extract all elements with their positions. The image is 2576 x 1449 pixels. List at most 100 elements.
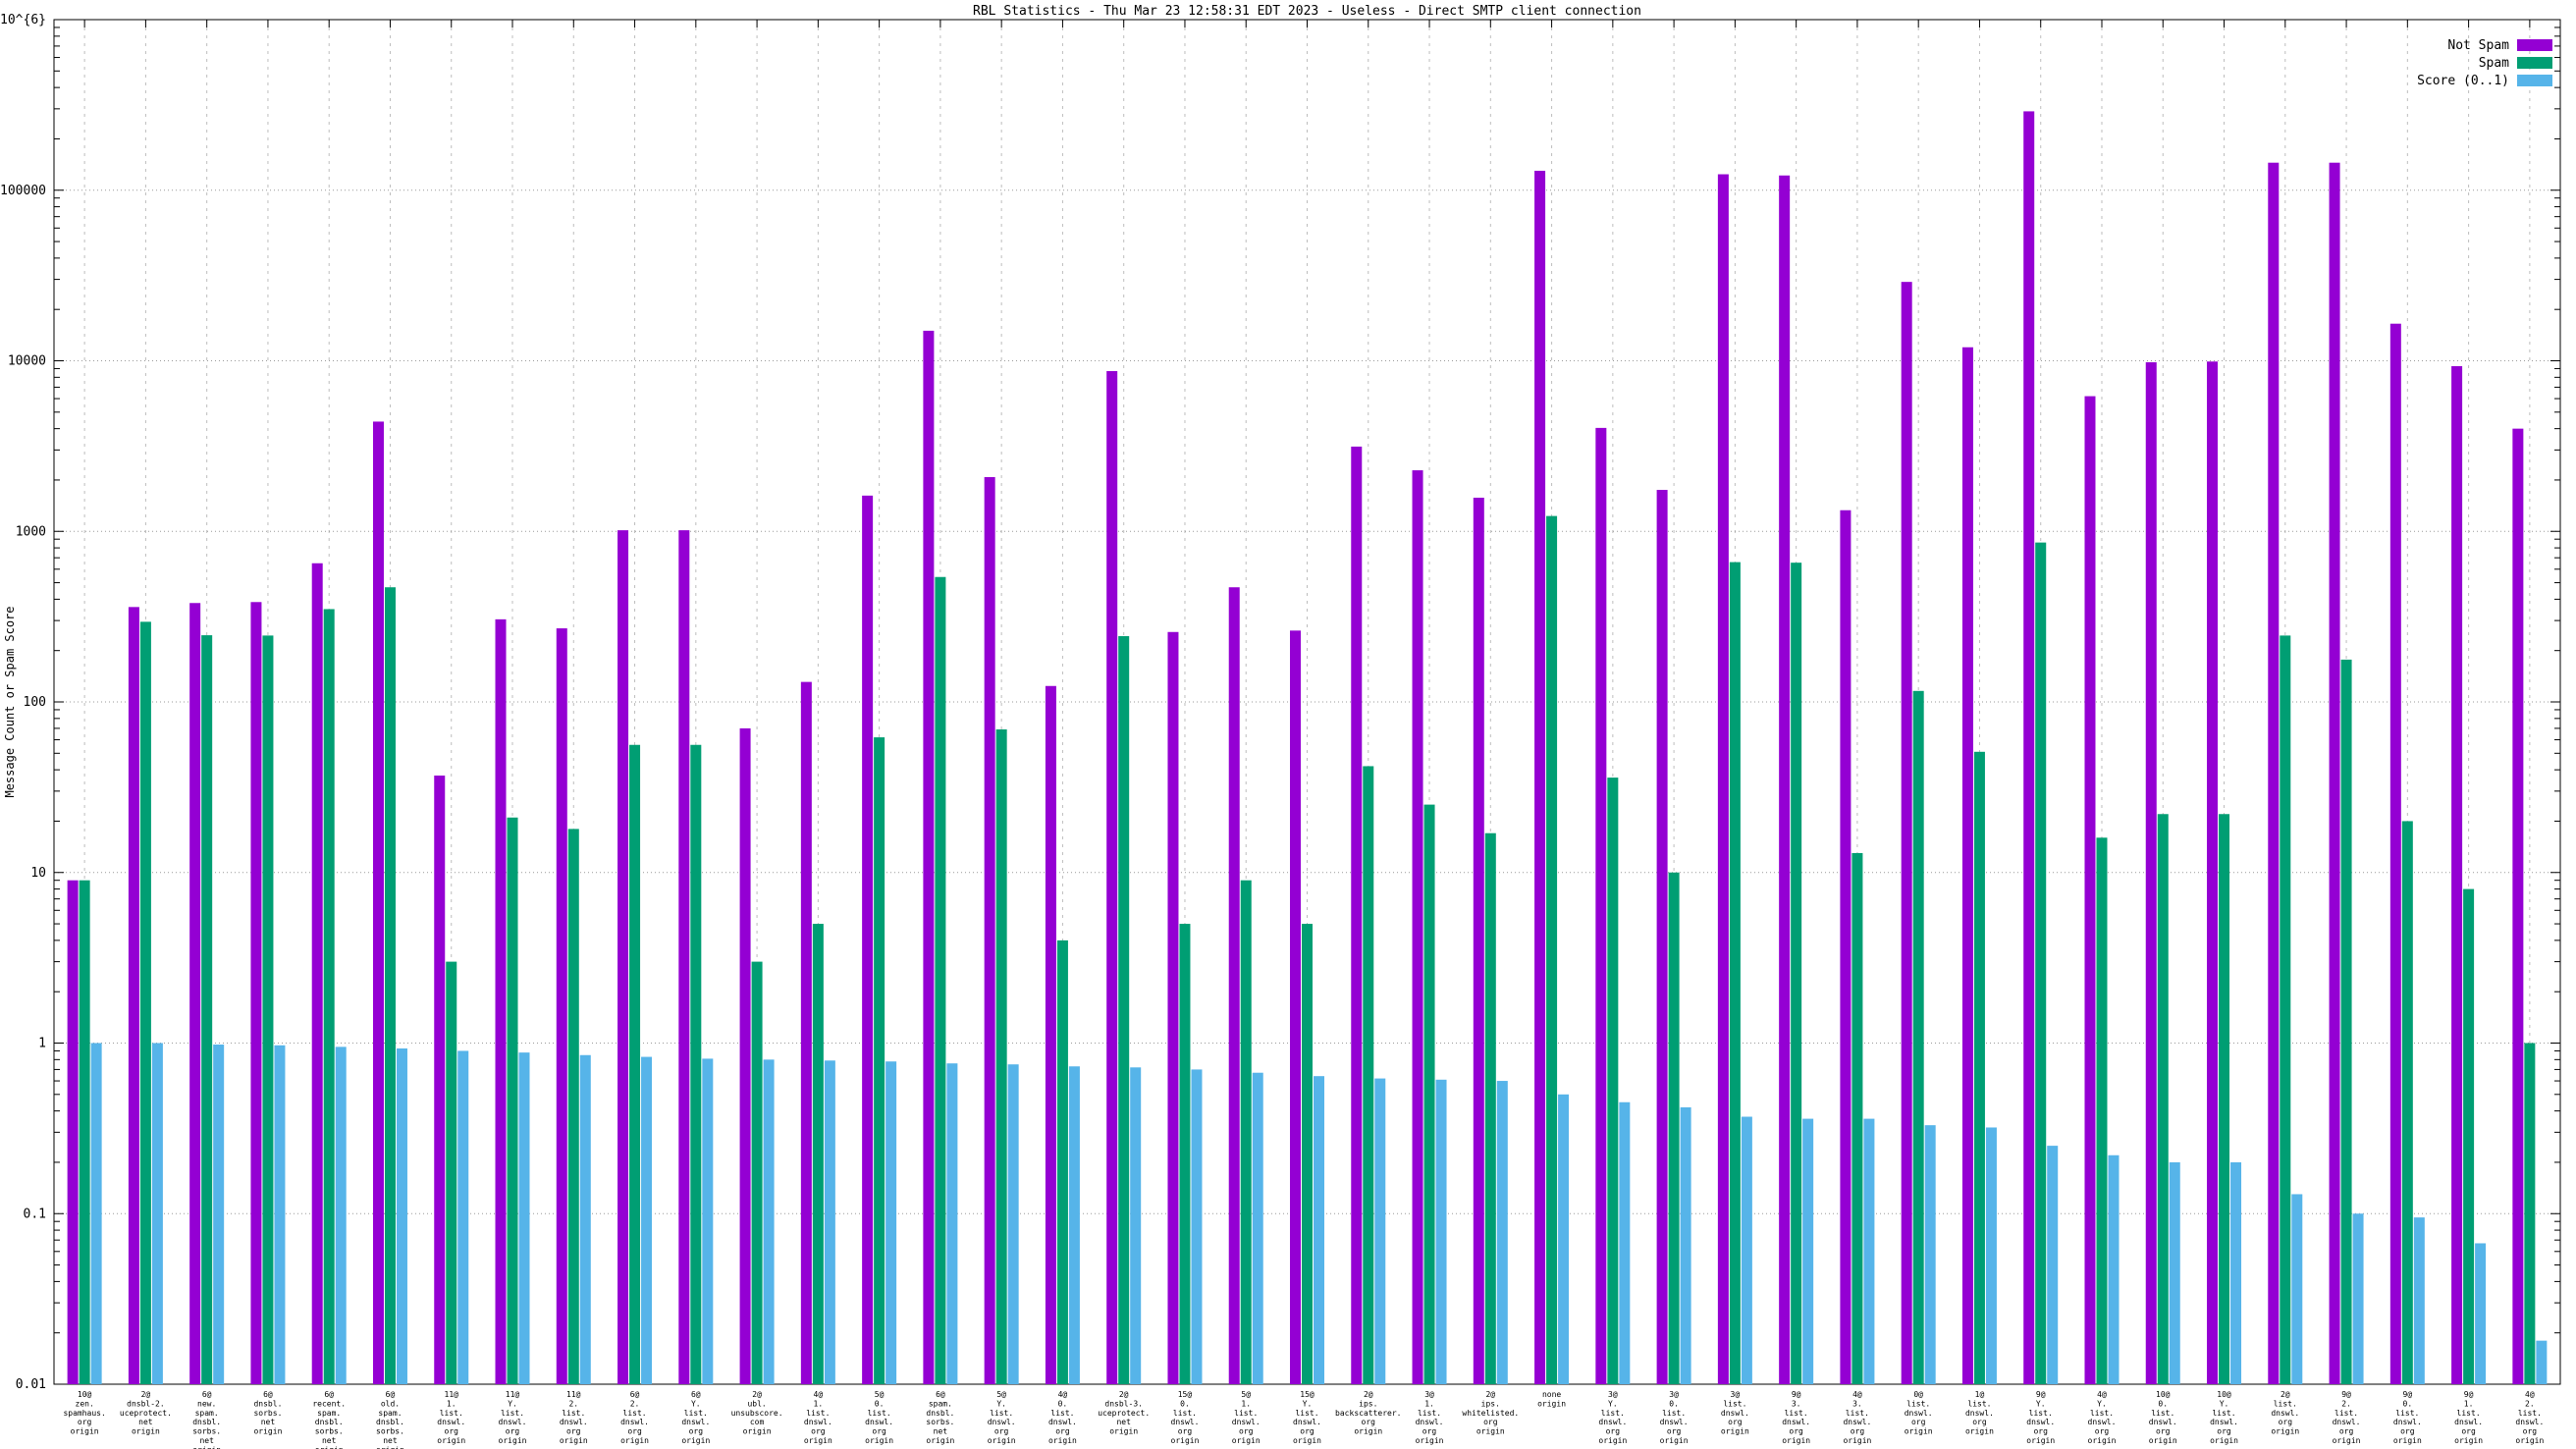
spam-bar [384, 587, 396, 1384]
x-tick-label: spam. [378, 1409, 402, 1418]
x-tick-label: list. [990, 1409, 1013, 1418]
spam-bar [629, 744, 641, 1384]
x-tick-label: list. [501, 1409, 524, 1418]
x-tick-label: 3@ [1608, 1390, 1618, 1399]
x-tick-label: org [1606, 1427, 1621, 1436]
x-tick-label: org [1239, 1427, 1254, 1436]
score-bar [1802, 1118, 1814, 1384]
score-bar [2230, 1161, 2242, 1384]
x-tick-label: com [750, 1418, 765, 1426]
x-tick-label: origin [743, 1427, 772, 1436]
spam-bar [323, 609, 335, 1384]
x-tick-label: list. [1050, 1409, 1074, 1418]
spam-bar [2157, 814, 2169, 1384]
x-tick-label: 2. [630, 1399, 640, 1408]
x-tick-label: org [78, 1418, 92, 1426]
spam-bar [690, 744, 702, 1384]
x-tick-label: recent. [312, 1399, 346, 1408]
not-spam-bar [2329, 162, 2340, 1385]
spam-bar [2219, 814, 2230, 1384]
x-tick-label: Y. [2036, 1399, 2046, 1408]
spam-bar [1912, 690, 1924, 1384]
x-tick-label: 0. [1180, 1399, 1190, 1408]
x-tick-label: origin [1171, 1436, 1200, 1445]
x-tick-label: org [2339, 1427, 2354, 1436]
x-tick-label: 3@ [1731, 1390, 1741, 1399]
x-tick-label: zen. [76, 1399, 94, 1408]
score-bar [1985, 1127, 1997, 1384]
spam-bar [2280, 635, 2291, 1384]
score-bar [151, 1043, 163, 1384]
x-tick-label: dnswl. [1171, 1418, 1200, 1426]
x-tick-label: 4@ [1058, 1390, 1068, 1399]
x-tick-label: dnswl. [1660, 1418, 1689, 1426]
x-tick-label: dnsbl-2. [127, 1399, 165, 1408]
x-tick-label: list. [806, 1409, 830, 1418]
y-tick-label: 1 [38, 1037, 46, 1051]
x-tick-label: origin [1660, 1436, 1689, 1445]
x-tick-label: dnswl. [2210, 1418, 2238, 1426]
spam-bar [1607, 778, 1619, 1384]
spam-bar [1484, 832, 1496, 1384]
x-tick-label: origin [2515, 1436, 2544, 1445]
x-tick-label: 6@ [324, 1390, 334, 1399]
not-spam-bar [2084, 396, 2096, 1385]
x-tick-label: dnswl. [988, 1418, 1016, 1426]
x-tick-label: dnswl. [804, 1418, 832, 1426]
x-tick-label: origin [192, 1445, 221, 1449]
spam-bar [201, 635, 213, 1384]
score-bar [2047, 1146, 2059, 1384]
x-tick-label: dnsbl-3. [1104, 1399, 1143, 1408]
spam-bar [507, 817, 518, 1384]
score-bar [90, 1043, 102, 1384]
not-spam-bar [984, 476, 995, 1385]
x-tick-label: backscatterer. [1335, 1409, 1401, 1418]
not-spam-bars [67, 111, 2524, 1385]
x-tick-label: list. [2274, 1399, 2297, 1408]
x-tick-label: origin [560, 1436, 588, 1445]
x-tick-label: dnswl. [2026, 1418, 2055, 1426]
x-tick-label: list. [2395, 1409, 2419, 1418]
not-spam-bar [2268, 162, 2280, 1385]
x-tick-label: origin [253, 1427, 282, 1436]
x-tick-label: 2@ [2281, 1390, 2290, 1399]
x-tick-label: Y. [2097, 1399, 2107, 1408]
x-tick-label: 6@ [386, 1390, 396, 1399]
x-tick-label: origin [2333, 1436, 2361, 1445]
x-tick-label: dnswl. [2271, 1409, 2299, 1418]
x-tick-label: org [1911, 1418, 1926, 1426]
spam-bar [2524, 1043, 2536, 1384]
x-tick-label: list. [2029, 1409, 2053, 1418]
x-tick-label: 4@ [2525, 1390, 2535, 1399]
x-tick-label: dnswl. [1965, 1409, 1994, 1418]
spam-bar [751, 961, 763, 1384]
y-tick-label: 100000 [0, 184, 46, 198]
x-tick-label: list. [868, 1409, 891, 1418]
x-tick-label: list. [2518, 1409, 2542, 1418]
spam-bar [1546, 515, 1558, 1384]
x-tick-label: new. [197, 1399, 216, 1408]
x-tick-label: origin [926, 1436, 954, 1445]
x-tick-label: list. [1234, 1409, 1258, 1418]
legend-swatch [2517, 57, 2552, 69]
x-tick-label: 10@ [2217, 1390, 2231, 1399]
not-spam-bar [372, 421, 384, 1385]
spam-bar [1729, 562, 1741, 1384]
x-tick-label: origin [1905, 1427, 1933, 1436]
x-tick-label: 0. [2158, 1399, 2168, 1408]
not-spam-bar [1473, 497, 1484, 1384]
not-spam-bar [1901, 282, 1912, 1385]
score-bar [702, 1058, 714, 1384]
score-bar [2413, 1217, 2425, 1384]
legend: Not Spam Spam Score (0..1) [2417, 38, 2552, 88]
x-tick-label: origin [1843, 1436, 1871, 1445]
x-tick-label: 3@ [1424, 1390, 1434, 1399]
x-tick-label: org [872, 1427, 886, 1436]
x-tick-label: sorbs. [253, 1409, 282, 1418]
not-spam-bar [1840, 510, 1852, 1384]
x-tick-label: dnswl. [1232, 1418, 1261, 1426]
score-bar [335, 1046, 347, 1384]
x-tick-label: dnswl. [2393, 1418, 2422, 1426]
x-tick-label: dnswl. [681, 1418, 710, 1426]
x-tick-label: spam. [317, 1409, 341, 1418]
